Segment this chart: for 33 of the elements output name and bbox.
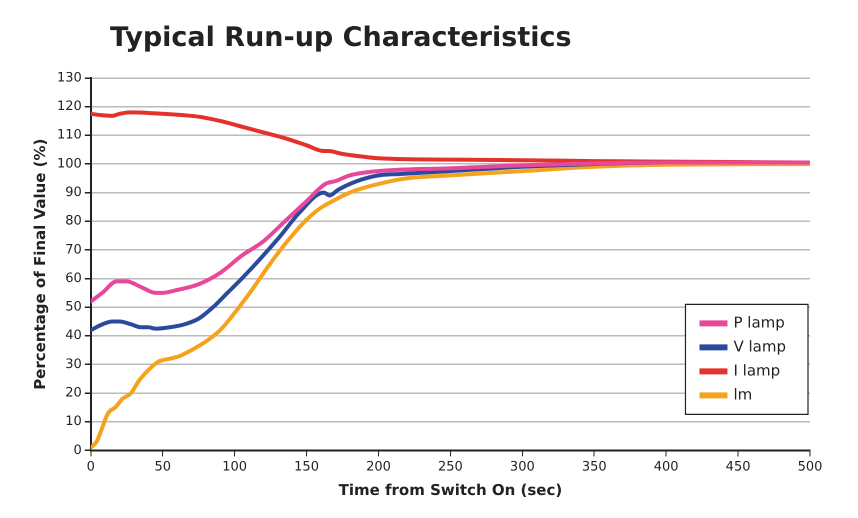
legend-label: P lamp — [733, 313, 785, 332]
y-tick-label: 10 — [65, 414, 82, 430]
y-tick-label: 30 — [65, 356, 82, 372]
x-tick-label: 150 — [294, 460, 319, 475]
y-tick-label: 90 — [65, 184, 82, 200]
y-tick-label: 20 — [65, 385, 82, 400]
x-tick-label: 500 — [798, 460, 822, 475]
legend-label: lm — [733, 385, 752, 404]
x-tick-label: 50 — [154, 460, 172, 475]
y-tick-label: 40 — [65, 328, 82, 344]
legend-label: I lamp — [733, 361, 780, 380]
y-tick-label: 50 — [65, 300, 82, 315]
legend-label: V lamp — [733, 337, 786, 356]
x-tick-label: 0 — [86, 460, 95, 475]
y-tick-label: 0 — [74, 442, 82, 458]
y-axis-title: Percentage of Final Value (%) — [30, 138, 49, 390]
x-tick-label: 350 — [582, 460, 607, 475]
line-series — [90, 160, 810, 304]
y-tick-label: 120 — [56, 99, 82, 114]
y-tick-label: 70 — [65, 242, 82, 258]
x-tick-label: 250 — [438, 460, 463, 475]
x-axis-title: Time from Switch On (sec) — [338, 480, 562, 499]
x-tick-label: 400 — [654, 460, 679, 475]
chart-title: Typical Run-up Characteristics — [110, 22, 572, 53]
x-tick-label: 300 — [510, 460, 535, 475]
x-tick-label: 100 — [222, 460, 248, 475]
y-tick-label: 60 — [65, 270, 82, 286]
y-tick-label: 110 — [56, 128, 82, 143]
y-tick-label: 100 — [56, 156, 82, 172]
x-tick-label: 450 — [726, 460, 750, 475]
y-tick-label: 80 — [65, 214, 82, 229]
x-tick-label: 200 — [366, 460, 391, 475]
y-tick-label: 130 — [56, 70, 82, 86]
